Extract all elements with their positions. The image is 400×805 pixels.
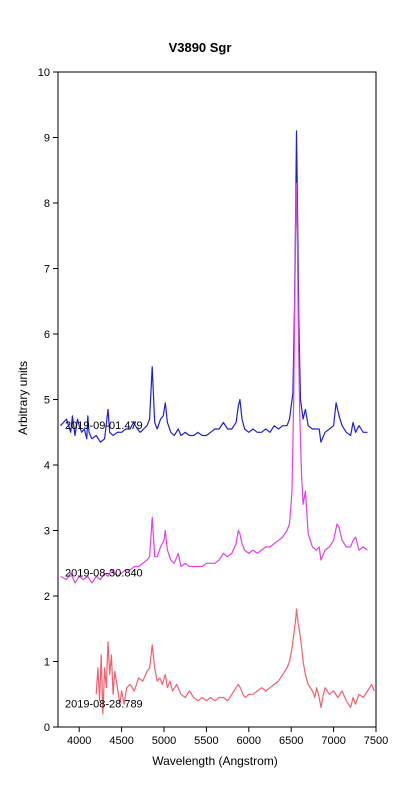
y-tick-label: 7 [44, 264, 50, 276]
y-tick-label: 8 [44, 198, 50, 210]
x-tick-label: 7500 [364, 735, 388, 747]
x-axis-label: Wavelength (Angstrom) [152, 754, 278, 768]
x-tick-label: 6500 [279, 735, 303, 747]
series-group [60, 130, 375, 715]
series-labels: 2019-09-01.479 2019-08-30.840 2019-08-28.7… [65, 420, 143, 710]
y-tick-label: 10 [38, 67, 50, 79]
series-line [95, 608, 375, 715]
y-tick-label: 6 [44, 329, 50, 341]
series-line [60, 130, 368, 443]
y-tick-label: 4 [44, 460, 50, 472]
y-tick-label: 5 [44, 395, 50, 407]
x-tick-label: 6000 [237, 735, 261, 747]
series-label: 2019-08-30.840 [65, 567, 143, 579]
x-tick-label: 5000 [152, 735, 176, 747]
y-tick-label: 9 [44, 133, 50, 145]
plot-area [57, 71, 377, 728]
series-line [60, 182, 368, 584]
y-tick-label: 2 [44, 591, 50, 603]
series-label: 2019-09-01.479 [65, 420, 143, 432]
y-axis-label: Arbitrary units [16, 361, 30, 435]
y-tick-label: 3 [44, 526, 50, 538]
y-tick-label: 0 [44, 722, 50, 734]
chart-title: V3890 Sgr [169, 40, 232, 55]
x-tick-label: 4000 [67, 735, 91, 747]
series-label: 2019-08-28.789 [65, 698, 143, 710]
y-tick-label: 1 [44, 657, 50, 669]
x-tick-label: 7000 [321, 735, 345, 747]
x-tick-label: 4500 [109, 735, 133, 747]
x-axis: 4000 4500 5000 5500 6000 6500 7000 7500 [67, 727, 388, 747]
x-tick-label: 5500 [194, 735, 218, 747]
y-axis: 0 1 2 3 4 5 6 7 8 9 10 [38, 67, 58, 734]
